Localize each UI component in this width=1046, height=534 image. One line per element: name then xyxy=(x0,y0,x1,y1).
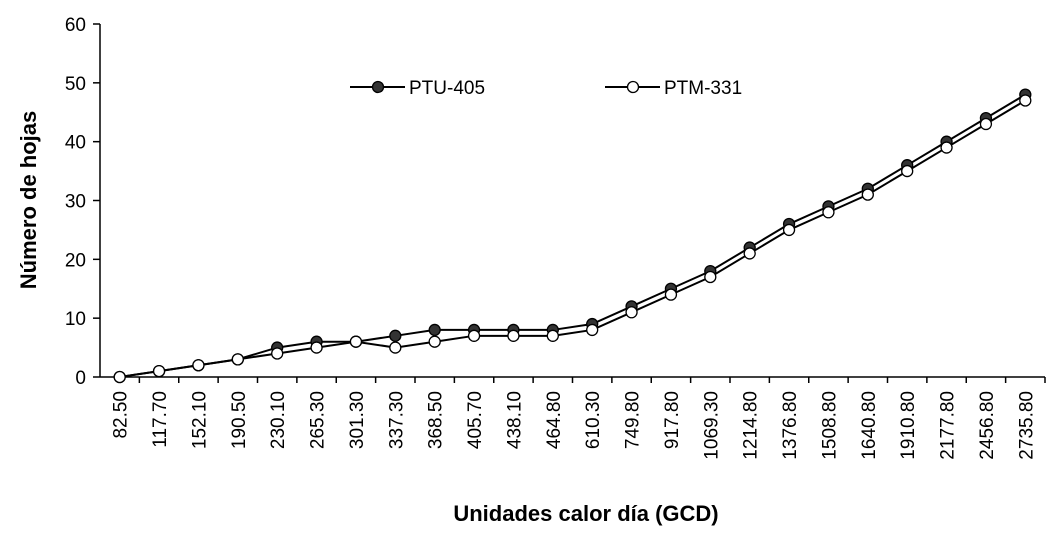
x-tick-label: 1069.30 xyxy=(701,391,722,460)
x-tick-label: 82.50 xyxy=(111,391,132,439)
x-tick-label: 2735.80 xyxy=(1016,391,1037,460)
x-tick-label: 1214.80 xyxy=(741,391,762,460)
y-tick-label: 0 xyxy=(75,368,86,389)
point xyxy=(704,270,717,284)
x-tick-label: 405.70 xyxy=(465,391,486,449)
x-tick-label: 190.50 xyxy=(229,391,250,449)
point xyxy=(389,341,402,354)
point xyxy=(861,188,874,201)
x-tick-label: 438.10 xyxy=(504,391,525,449)
x-tick-label: 749.80 xyxy=(623,391,644,449)
point xyxy=(782,223,796,237)
series-line xyxy=(119,93,1026,378)
x-tick-label: 1910.80 xyxy=(898,391,919,460)
y-tick-label: 60 xyxy=(65,15,86,36)
x-tick-label: 152.10 xyxy=(189,391,210,449)
x-tick-label: 1508.80 xyxy=(819,391,840,460)
point xyxy=(113,370,126,384)
point xyxy=(467,329,481,342)
y-tick-label: 20 xyxy=(65,250,86,271)
y-tick-label: 30 xyxy=(65,192,86,213)
x-tick-label: 610.30 xyxy=(583,391,604,449)
legend-marker xyxy=(371,80,385,94)
point xyxy=(586,323,599,337)
x-tick-label: 230.10 xyxy=(268,391,289,449)
point xyxy=(940,141,953,154)
point xyxy=(271,347,284,360)
point xyxy=(152,364,166,378)
x-tick-label: 265.30 xyxy=(308,391,329,449)
point xyxy=(428,335,441,348)
legend-label: PTM-331 xyxy=(664,78,742,99)
y-tick-label: 40 xyxy=(65,133,86,154)
x-tick-label: 337.30 xyxy=(386,391,407,449)
x-tick-label: 917.80 xyxy=(662,391,683,449)
x-tick-label: 117.70 xyxy=(150,391,171,448)
point xyxy=(349,335,363,348)
x-tick-label: 2177.80 xyxy=(938,391,959,460)
legend-marker xyxy=(626,80,640,94)
point xyxy=(979,117,993,131)
x-tick-label: 1376.80 xyxy=(780,391,801,460)
x-tick-label: 1640.80 xyxy=(859,391,880,460)
point xyxy=(664,288,678,301)
point xyxy=(310,341,323,354)
point xyxy=(231,353,244,366)
y-axis-title: Número de hojas xyxy=(16,111,41,289)
x-tick-label: 368.50 xyxy=(426,391,447,449)
x-tick-label: 464.80 xyxy=(544,391,565,449)
point xyxy=(389,329,402,342)
point xyxy=(743,247,756,260)
point xyxy=(507,329,520,342)
series-line xyxy=(119,99,1026,378)
x-tick-label: 301.30 xyxy=(347,391,368,449)
y-tick-label: 10 xyxy=(65,309,86,330)
point xyxy=(625,306,638,319)
point xyxy=(192,359,205,372)
point xyxy=(822,206,835,219)
point xyxy=(901,164,914,178)
x-tick-label: 2456.80 xyxy=(977,391,998,460)
point xyxy=(428,323,441,337)
y-tick-label: 50 xyxy=(65,74,86,95)
x-axis-title: Unidades calor día (GCD) xyxy=(453,501,718,526)
point xyxy=(546,329,559,342)
point xyxy=(1019,94,1032,107)
legend-label: PTU-405 xyxy=(409,78,485,99)
